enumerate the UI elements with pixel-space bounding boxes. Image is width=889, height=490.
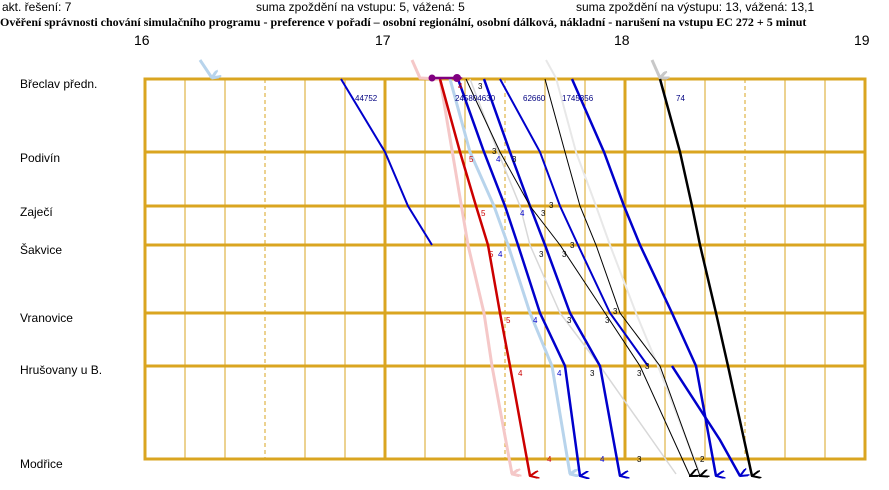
station-sakvice: Šakvice	[20, 243, 63, 257]
delay-mark: 4	[496, 155, 501, 164]
disturbance-marker	[428, 74, 463, 82]
train-freight-thin-1	[465, 78, 690, 476]
station-modrice: Modřice	[20, 457, 63, 471]
delay-mark: 5	[506, 316, 511, 325]
train-freight-thin-2	[544, 78, 700, 476]
train-long-distance	[438, 78, 530, 476]
delay-mark: 3	[637, 369, 642, 378]
delay-mark: 4	[547, 455, 552, 464]
input-train-regional-a	[448, 78, 570, 474]
delay-mark: 3	[605, 316, 610, 325]
delay-mark: 3	[645, 362, 650, 371]
delay-mark: 4	[557, 369, 562, 378]
train-regional-1	[456, 78, 580, 476]
delay-mark: 5	[469, 155, 474, 164]
grid-half-hour	[264, 79, 746, 459]
station-zajeci: Zaječí	[20, 205, 53, 219]
train-number-cluster-b: 1​7​4​5​3​5​6	[562, 94, 594, 103]
delay-mark: 3	[549, 201, 554, 210]
delay-mark: 3	[539, 250, 544, 259]
station-hrusovany: Hrušovany u B.	[20, 363, 103, 377]
hour-label-16: 16	[134, 32, 150, 48]
delay-mark: 4	[520, 209, 525, 218]
train-regional-2	[482, 78, 620, 476]
hour-label-19: 19	[854, 32, 870, 48]
station-vranovice: Vranovice	[20, 311, 73, 325]
delay-mark: 3	[478, 82, 483, 91]
delay-mark: 5	[489, 250, 494, 259]
delay-mark: 2	[700, 455, 705, 464]
delay-mark: 3	[492, 147, 497, 156]
delay-mark: 3	[613, 307, 618, 316]
train-number-62660: 62660	[523, 94, 546, 103]
delay-mark: 3	[562, 250, 567, 259]
train-62660	[499, 78, 649, 367]
delay-mark: 3	[590, 369, 595, 378]
output-delay-label: suma zpoždění na výstupu: 13, vážená: 13…	[576, 0, 815, 14]
train-regional-4	[670, 365, 740, 476]
grid-minor	[184, 79, 826, 459]
page-title: Ověření správnosti chování simulačního p…	[0, 15, 807, 29]
delay-mark: 3	[512, 155, 517, 164]
delay-mark: 4	[518, 369, 523, 378]
output-trains	[340, 78, 752, 476]
delay-mark: 3	[570, 241, 575, 250]
delay-mark: 4	[533, 316, 538, 325]
train-number-44752: 44752	[355, 94, 378, 103]
train-44752	[340, 78, 433, 246]
input-delay-label: suma zpoždění na vstupu: 5, vážená: 5	[256, 0, 465, 14]
delay-mark: 4	[458, 82, 463, 91]
input-train-regional-b	[545, 59, 701, 475]
train-regional-3	[570, 78, 716, 476]
train-number-cluster-a: 2​4​5​8​0​4​6​3​0	[455, 94, 496, 103]
hour-label-18: 18	[614, 32, 630, 48]
station-breclav: Břeclav předn.	[20, 77, 98, 91]
delay-mark: 3	[567, 316, 572, 325]
train-74	[658, 78, 752, 476]
solution-label: akt. řešení: 7	[2, 0, 72, 14]
delay-mark: 5	[481, 209, 486, 218]
delay-mark: 4	[600, 455, 605, 464]
delay-mark: 3	[637, 455, 642, 464]
delay-mark: 4	[498, 250, 503, 259]
input-train-freight	[650, 59, 660, 78]
station-podivin: Podivín	[20, 151, 61, 165]
hour-label-17: 17	[375, 32, 391, 48]
input-train-long-distance	[410, 59, 512, 474]
train-number-74: 74	[676, 94, 685, 103]
delay-mark: 3	[541, 209, 546, 218]
input-train-regional-16	[198, 59, 212, 78]
